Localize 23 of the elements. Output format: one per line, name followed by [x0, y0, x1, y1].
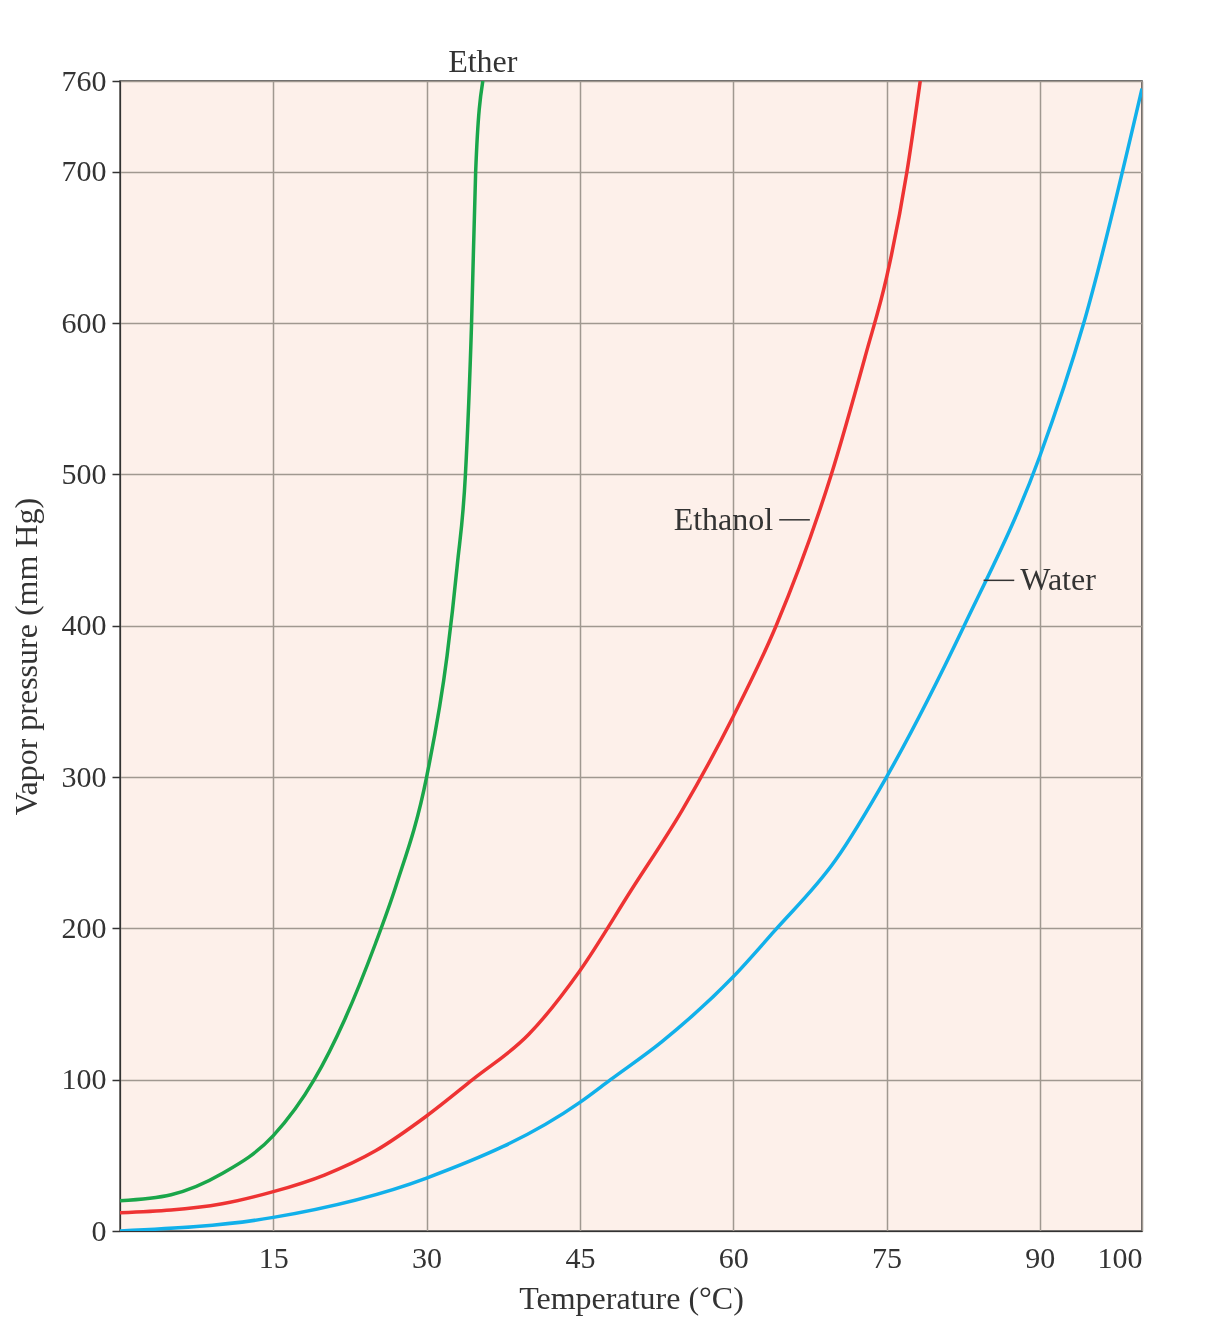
annotation: Ether	[448, 43, 518, 79]
x-tick-label: 100	[1097, 1240, 1143, 1274]
y-axis-title: Vapor pressure (mm Hg)	[7, 497, 44, 816]
x-tick-label: 60	[718, 1240, 749, 1274]
y-tick-label: 0	[91, 1213, 107, 1247]
annotation: Water	[1020, 561, 1097, 598]
x-tick-label: 15	[258, 1240, 289, 1274]
x-tick-label: 75	[872, 1240, 902, 1274]
x-axis-title: Temperature (°C)	[519, 1279, 744, 1316]
x-tick-label: 45	[565, 1240, 596, 1274]
x-tick-label: 90	[1025, 1240, 1056, 1274]
annotation: Ethanol	[673, 500, 774, 537]
x-tick-label: 30	[412, 1240, 443, 1274]
y-tick-label: 600	[61, 305, 107, 339]
line-series	[120, 81, 922, 1215]
y-tick-label: 200	[61, 910, 107, 944]
y-tick-label: 760	[61, 63, 107, 97]
y-tick-label: 100	[61, 1062, 107, 1096]
y-tick-label: 400	[61, 608, 107, 642]
y-tick-label: 700	[61, 154, 107, 188]
line-series	[120, 81, 485, 1203]
y-tick-label: 300	[61, 759, 107, 793]
y-tick-label: 500	[61, 456, 107, 490]
